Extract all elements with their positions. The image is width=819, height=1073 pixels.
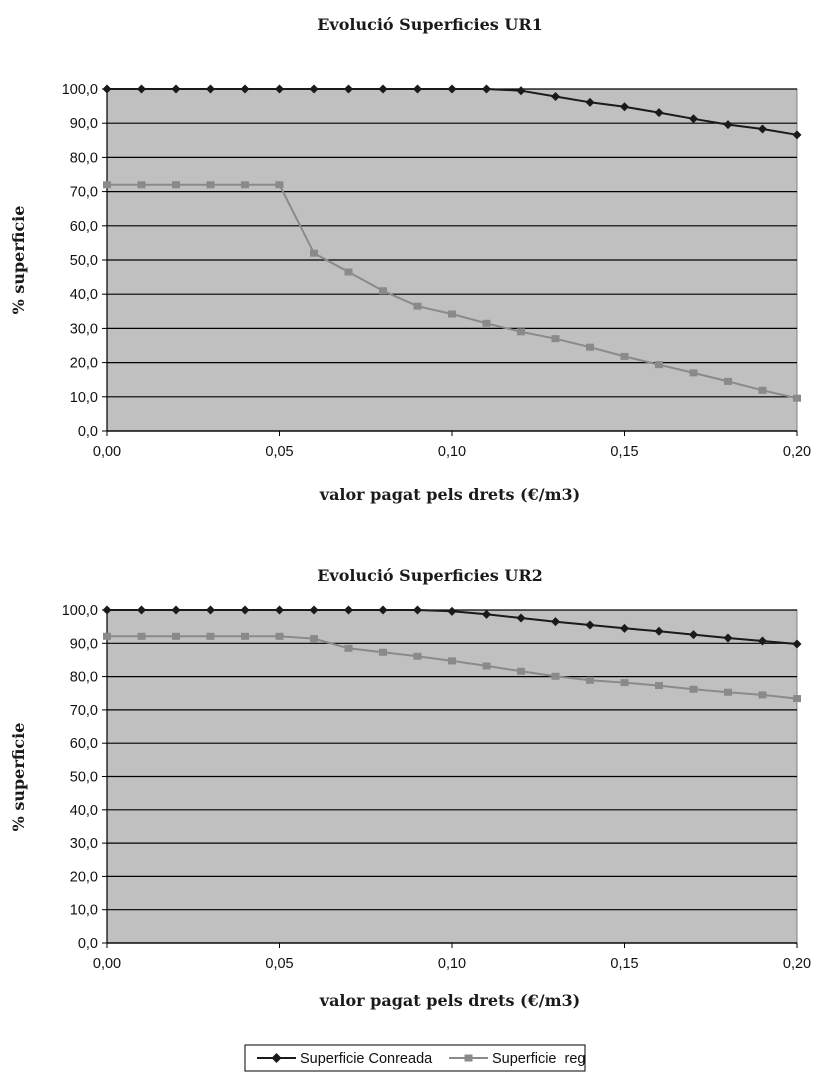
chart2-y-tick-label: 40,0	[70, 803, 98, 819]
chart1-x-tick-label: 0,00	[93, 444, 121, 460]
chart2-x-axis-label: valor pagat pels drets (€/m3)	[319, 991, 580, 1010]
chart1-series-reg-point	[241, 181, 249, 188]
chart2-y-tick-label: 100,0	[62, 603, 98, 619]
chart2-series-reg-point	[345, 645, 353, 652]
chart2-y-axis-label: % superficie	[9, 723, 28, 832]
chart2-series-reg-point	[138, 633, 146, 640]
chart2-series-reg-point	[103, 633, 111, 640]
chart2-y-tick-label: 0,0	[78, 936, 98, 952]
chart1-series-reg-point	[414, 303, 422, 310]
chart1-series-reg-point	[483, 320, 491, 327]
chart1-series-reg-point	[310, 250, 318, 257]
chart2-series-reg-point	[690, 686, 698, 693]
chart2-x-tick-label: 0,15	[610, 956, 638, 972]
chart2-series-reg-point	[276, 633, 284, 640]
legend-reg-marker	[465, 1055, 473, 1062]
chart2-series-reg-point	[655, 682, 663, 689]
chart1-series-reg-point	[759, 387, 767, 394]
chart1-y-tick-label: 90,0	[70, 116, 98, 132]
chart2-y-tick-label: 70,0	[70, 703, 98, 719]
chart2-x-tick-label: 0,20	[783, 956, 811, 972]
chart1-series-reg-point	[276, 181, 284, 188]
chart2-x-tick-label: 0,00	[93, 956, 121, 972]
legend-reg-label: Superficie reg	[492, 1051, 586, 1067]
chart1-series-reg-point	[724, 378, 732, 385]
chart2-series-reg-point	[759, 691, 767, 698]
chart1-series-reg-point	[552, 335, 560, 342]
chart1-y-tick-label: 50,0	[70, 253, 98, 269]
chart1-series-reg-point	[793, 395, 801, 402]
chart2-series-reg-point	[517, 668, 525, 675]
chart2-y-tick-label: 80,0	[70, 670, 98, 686]
chart1-series-reg-point	[655, 361, 663, 368]
chart1-y-tick-label: 80,0	[70, 150, 98, 166]
chart2-series-reg-point	[207, 633, 215, 640]
chart2-y-tick-label: 60,0	[70, 736, 98, 752]
chart1-y-tick-label: 100,0	[62, 82, 98, 98]
chart1-x-tick-label: 0,05	[265, 444, 293, 460]
chart1-y-axis-label: % superficie	[9, 206, 28, 315]
chart1-series-reg-point	[621, 353, 629, 360]
chart2-series-reg-point	[483, 662, 491, 669]
chart1-x-tick-label: 0,15	[610, 444, 638, 460]
chart2-series-reg-point	[552, 673, 560, 680]
chart1-y-tick-label: 30,0	[70, 321, 98, 337]
chart2-series-reg-point	[414, 653, 422, 660]
chart2-plot: 0,0 10,0 20,0 30,0 40,0 50,0 60,0 70,0 80,0 90,0 1…	[62, 603, 811, 972]
chart1-series-reg-point	[207, 181, 215, 188]
chart2-y-tick-label: 50,0	[70, 770, 98, 786]
chart1-y-tick-label: 0,0	[78, 424, 98, 440]
chart2-series-reg-point	[379, 649, 387, 656]
chart1-series-reg-point	[586, 344, 594, 351]
chart1-y-tick-label: 40,0	[70, 287, 98, 303]
chart2-x-tick-label: 0,10	[438, 956, 466, 972]
chart1-plot: 0,0 10,0 20,0 30,0 40,0 50,0 60,0 70,0 80,0 90,0 1…	[62, 82, 811, 460]
legend: Superficie Conreada Superficie reg	[245, 1045, 586, 1071]
chart1-y-tick-label: 10,0	[70, 390, 98, 406]
chart1-x-tick-label: 0,10	[438, 444, 466, 460]
chart1-y-tick-label: 60,0	[70, 219, 98, 235]
chart2-x-tick-label: 0,05	[265, 956, 293, 972]
chart1-x-axis-label: valor pagat pels drets (€/m3)	[319, 485, 580, 504]
chart1-series-reg-point	[138, 181, 146, 188]
chart1-y-tick-label: 20,0	[70, 356, 98, 372]
chart2-series-reg-point	[724, 689, 732, 696]
chart1-series-reg-point	[448, 311, 456, 318]
chart1-series-reg-point	[517, 328, 525, 335]
chart2-y-tick-label: 30,0	[70, 836, 98, 852]
chart2-y-tick-label: 90,0	[70, 636, 98, 652]
chart2-series-reg-point	[172, 633, 180, 640]
chart2-y-tick-label: 20,0	[70, 869, 98, 885]
legend-conreada-label: Superficie Conreada	[300, 1051, 433, 1067]
chart2-series-reg-point	[793, 695, 801, 702]
chart1-x-tick-label: 0,20	[783, 444, 811, 460]
chart2-series-reg-point	[586, 677, 594, 684]
chart2-series-reg-point	[241, 633, 249, 640]
chart2-title: Evolució Superficies UR2	[317, 566, 543, 585]
chart1-y-tick-label: 70,0	[70, 185, 98, 201]
chart1-series-reg-point	[379, 287, 387, 294]
chart1-series-reg-point	[103, 181, 111, 188]
chart2-series-reg-point	[621, 679, 629, 686]
chart1-title: Evolució Superficies UR1	[317, 15, 543, 34]
chart1-series-reg-point	[690, 369, 698, 376]
chart1-series-reg-point	[345, 268, 353, 275]
chart2-series-reg-point	[448, 657, 456, 664]
chart2-series-reg-point	[310, 635, 318, 642]
chart1-series-reg-point	[172, 181, 180, 188]
chart2-y-tick-label: 10,0	[70, 903, 98, 919]
